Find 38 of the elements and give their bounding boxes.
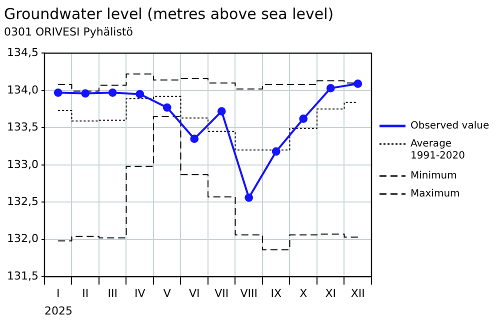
y-tick-label: 133,0	[6, 158, 38, 171]
point	[190, 134, 199, 144]
x-tick-label: X	[300, 287, 308, 300]
point	[162, 103, 172, 112]
x-tick-label: IX	[270, 287, 282, 300]
y-tick-label: 131,5	[6, 269, 38, 282]
y-tick-label: 132,0	[6, 232, 38, 246]
x-tick-label: I	[56, 287, 60, 300]
point	[217, 107, 226, 116]
point	[244, 193, 254, 202]
legend-label: Minimum	[410, 170, 457, 182]
point	[54, 88, 62, 97]
point	[326, 84, 335, 92]
x-tick-label: VIII	[240, 287, 258, 300]
point	[81, 89, 90, 98]
point	[354, 80, 362, 88]
y-tick-label: 134,0	[6, 83, 38, 96]
x-axis-title: 2025	[44, 304, 72, 318]
chart-subtitle: 0301 ORIVESI Pyhälistö	[4, 25, 134, 38]
x-tick-label: II	[82, 287, 89, 300]
point	[136, 90, 144, 98]
x-tick-label: VII	[214, 287, 229, 300]
y-tick-label: 132,5	[6, 194, 38, 208]
chart-title: Groundwater level (metres above sea level)	[4, 4, 334, 23]
x-tick-label: XI	[325, 287, 336, 300]
legend-label: Maximum	[410, 188, 460, 200]
x-tick-label: V	[163, 287, 172, 300]
legend-label: Average 1991-2020	[410, 138, 466, 162]
y-tick-label: 134,5	[6, 46, 38, 60]
point	[299, 114, 308, 123]
y-tick-label: 133,5	[6, 120, 38, 134]
point	[272, 147, 280, 156]
point	[108, 88, 117, 97]
x-tick-label: IV	[134, 287, 146, 300]
x-tick-label: VI	[188, 287, 200, 300]
x-tick-label: XII	[350, 287, 365, 300]
x-tick-label: III	[108, 287, 118, 300]
legend-label: Observed value	[410, 120, 490, 132]
